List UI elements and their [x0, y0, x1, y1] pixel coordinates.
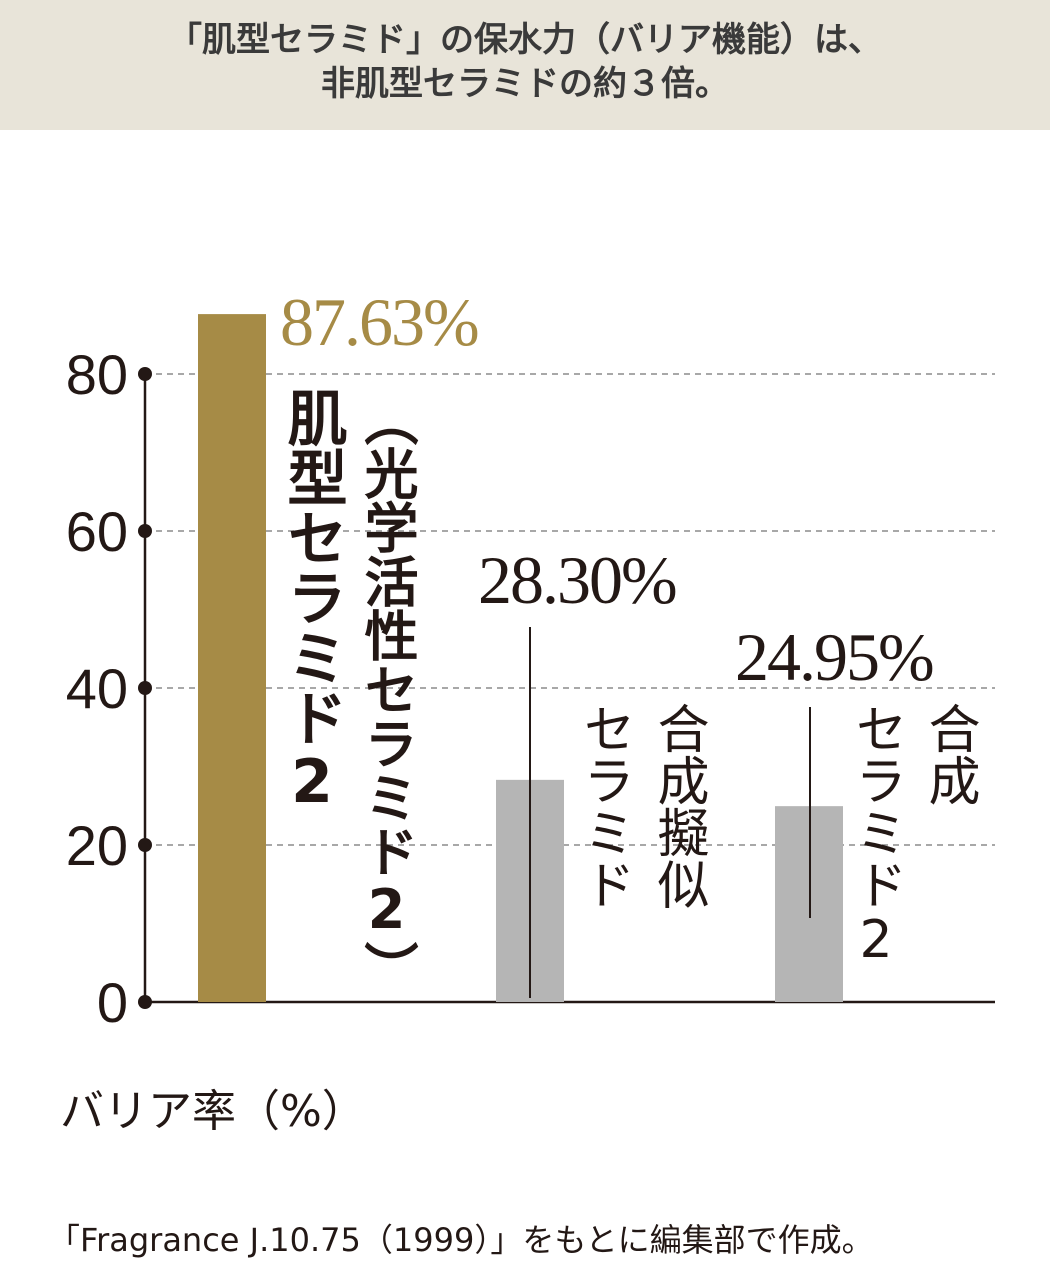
chart-header: 「肌型セラミド」の保水力（バリア機能）は、 非肌型セラミドの約３倍。 — [0, 0, 1050, 130]
header-line-1: 「肌型セラミド」の保水力（バリア機能）は、 — [168, 20, 882, 60]
value-label: 28.30% — [478, 542, 676, 618]
y-tick-label: 0 — [97, 971, 128, 1034]
y-axis-label: バリア率（%） — [60, 1086, 366, 1137]
value-label: 87.63% — [280, 284, 478, 360]
category-label: 合成 — [919, 702, 979, 806]
category-label: セラミド — [574, 702, 634, 910]
header-line-2: 非肌型セラミドの約３倍。 — [321, 64, 729, 104]
category-label: （光学活性セラミド2） — [355, 392, 418, 995]
bar — [198, 314, 266, 1002]
y-tick-dot — [138, 681, 152, 695]
y-tick-dot — [138, 367, 152, 381]
source-footnote: 「Fragrance J.10.75（1999）」をもとに編集部で作成。 — [48, 1221, 874, 1259]
value-label: 24.95% — [735, 619, 933, 695]
category-label: 合成擬似 — [648, 702, 708, 910]
y-tick-label: 40 — [66, 657, 128, 720]
category-label: 肌型セラミド2 — [277, 387, 347, 817]
y-tick-label: 60 — [66, 500, 128, 563]
category-label: セラミド2 — [846, 702, 906, 970]
y-tick-label: 20 — [66, 814, 128, 877]
y-tick-label: 80 — [66, 343, 128, 406]
y-tick-dot — [138, 838, 152, 852]
y-tick-dot — [138, 995, 152, 1009]
y-tick-dot — [138, 524, 152, 538]
